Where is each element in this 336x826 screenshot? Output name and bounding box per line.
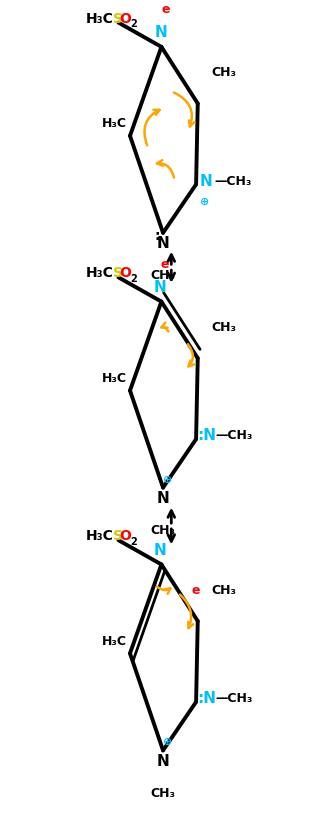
- Text: ⊕: ⊕: [163, 738, 173, 748]
- Text: H₃C: H₃C: [86, 529, 114, 544]
- Text: 2: 2: [131, 19, 137, 29]
- Text: :: :: [154, 229, 160, 243]
- Text: H₃C: H₃C: [102, 372, 127, 385]
- Text: CH₃: CH₃: [211, 321, 236, 334]
- Text: 2: 2: [131, 274, 137, 284]
- Text: H₃C: H₃C: [86, 266, 114, 280]
- Text: S: S: [114, 266, 123, 280]
- Text: ⊕: ⊕: [200, 197, 209, 207]
- Text: H₃C: H₃C: [102, 634, 127, 648]
- Text: e: e: [192, 584, 200, 596]
- Text: CH₃: CH₃: [211, 584, 236, 596]
- Text: CH₃: CH₃: [151, 787, 175, 800]
- Text: ⊕: ⊕: [163, 474, 173, 485]
- Text: S: S: [114, 12, 123, 26]
- Text: 2: 2: [131, 537, 137, 547]
- Text: CH₃: CH₃: [151, 524, 175, 537]
- Text: N: N: [157, 753, 169, 769]
- Text: N: N: [153, 543, 166, 558]
- Text: O: O: [119, 529, 131, 544]
- Text: —CH₃: —CH₃: [215, 692, 253, 705]
- Text: N: N: [155, 26, 168, 40]
- Text: N: N: [200, 173, 213, 188]
- Text: CH₃: CH₃: [211, 66, 236, 79]
- Text: H₃C: H₃C: [102, 117, 127, 131]
- Text: e: e: [161, 258, 169, 271]
- Text: N: N: [157, 491, 169, 506]
- Text: e: e: [161, 3, 170, 17]
- Text: CH₃: CH₃: [151, 269, 175, 282]
- Text: —CH₃: —CH₃: [214, 174, 252, 188]
- Text: O: O: [119, 266, 131, 280]
- Text: H₃C: H₃C: [86, 12, 114, 26]
- Text: :N: :N: [198, 691, 217, 706]
- Text: S: S: [114, 529, 123, 544]
- Text: :N: :N: [198, 429, 217, 444]
- Text: O: O: [119, 12, 131, 26]
- Text: —CH₃: —CH₃: [215, 430, 253, 443]
- Text: N: N: [153, 280, 166, 295]
- Text: N: N: [157, 236, 169, 251]
